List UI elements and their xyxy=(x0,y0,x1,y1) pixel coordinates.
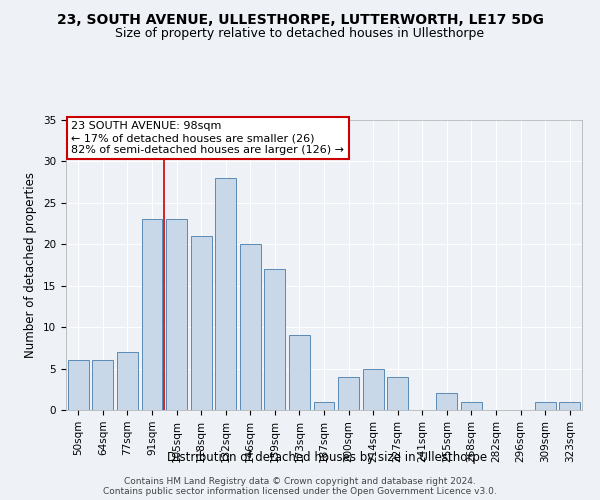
Bar xyxy=(559,402,580,410)
Bar xyxy=(461,402,482,410)
Bar xyxy=(240,244,261,410)
Bar xyxy=(535,402,556,410)
Bar xyxy=(314,402,334,410)
Bar xyxy=(166,220,187,410)
Bar xyxy=(362,368,383,410)
Text: Contains HM Land Registry data © Crown copyright and database right 2024.: Contains HM Land Registry data © Crown c… xyxy=(124,476,476,486)
Bar xyxy=(387,377,408,410)
Y-axis label: Number of detached properties: Number of detached properties xyxy=(25,172,37,358)
Bar xyxy=(338,377,359,410)
Bar xyxy=(92,360,113,410)
Text: 23 SOUTH AVENUE: 98sqm
← 17% of detached houses are smaller (26)
82% of semi-det: 23 SOUTH AVENUE: 98sqm ← 17% of detached… xyxy=(71,122,344,154)
Bar xyxy=(265,269,286,410)
Text: Size of property relative to detached houses in Ullesthorpe: Size of property relative to detached ho… xyxy=(115,28,485,40)
Bar xyxy=(436,394,457,410)
Text: Distribution of detached houses by size in Ullesthorpe: Distribution of detached houses by size … xyxy=(167,451,487,464)
Text: Contains public sector information licensed under the Open Government Licence v3: Contains public sector information licen… xyxy=(103,486,497,496)
Bar xyxy=(117,352,138,410)
Bar xyxy=(142,220,163,410)
Bar xyxy=(191,236,212,410)
Bar xyxy=(289,336,310,410)
Text: 23, SOUTH AVENUE, ULLESTHORPE, LUTTERWORTH, LE17 5DG: 23, SOUTH AVENUE, ULLESTHORPE, LUTTERWOR… xyxy=(56,12,544,26)
Bar xyxy=(215,178,236,410)
Bar xyxy=(68,360,89,410)
